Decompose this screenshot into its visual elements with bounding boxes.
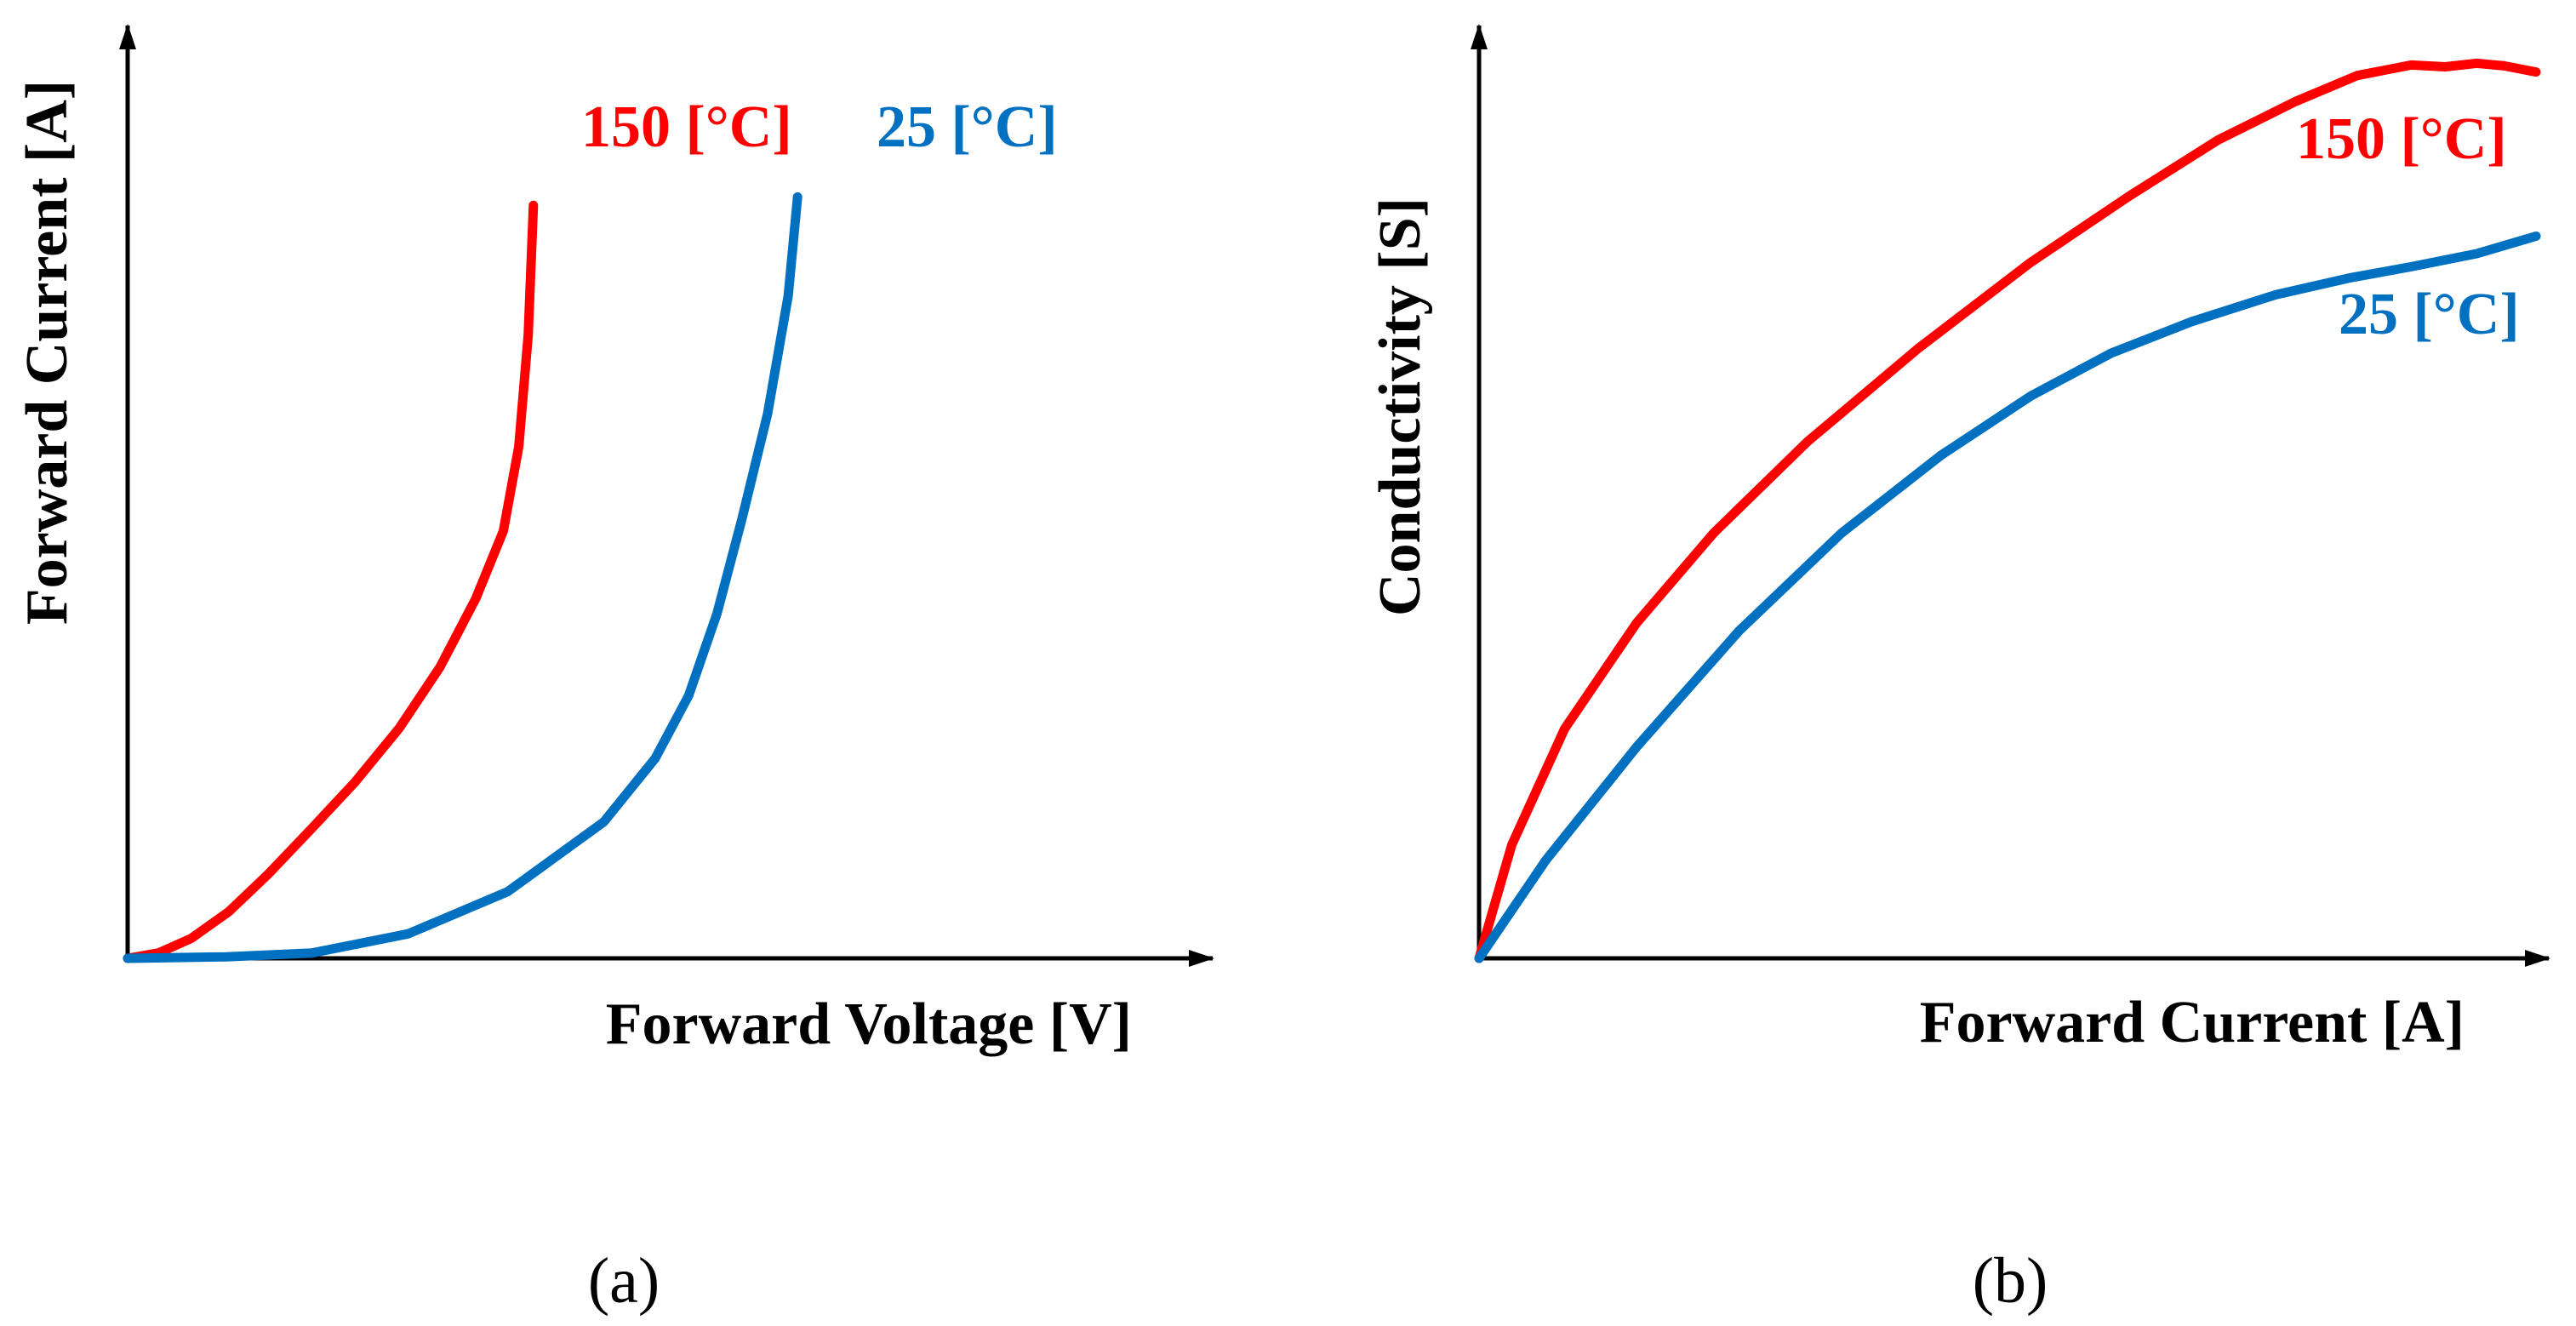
x-axis-label: Forward Voltage [V] — [606, 992, 1132, 1057]
series-lines — [123, 191, 803, 963]
series-label-150c: 150 [°C] — [581, 94, 792, 160]
series-label-25c: 25 [°C] — [2339, 282, 2520, 347]
series-line-150c — [123, 200, 539, 963]
series-lines — [1474, 58, 2541, 963]
x-axis-label: Forward Current [A] — [1920, 990, 2465, 1055]
y-axis-label: Conductivity [S] — [1368, 197, 1433, 616]
panel-label-b: (b) — [1973, 1245, 2048, 1317]
chart-panel-b: 150 [°C] 25 [°C] Forward Current [A] Con… — [1368, 24, 2550, 1317]
chart-panel-a: 150 [°C] 25 [°C] Forward Voltage [V] For… — [14, 24, 1214, 1317]
series-label-150c: 150 [°C] — [2296, 106, 2507, 172]
y-axis-label: Forward Current [A] — [14, 80, 80, 625]
series-label-25c: 25 [°C] — [877, 94, 1058, 160]
panel-label-a: (a) — [588, 1245, 660, 1317]
series-line-150c — [1474, 58, 2541, 963]
series-line-25c — [123, 191, 803, 963]
series-line-25c — [1474, 231, 2541, 963]
